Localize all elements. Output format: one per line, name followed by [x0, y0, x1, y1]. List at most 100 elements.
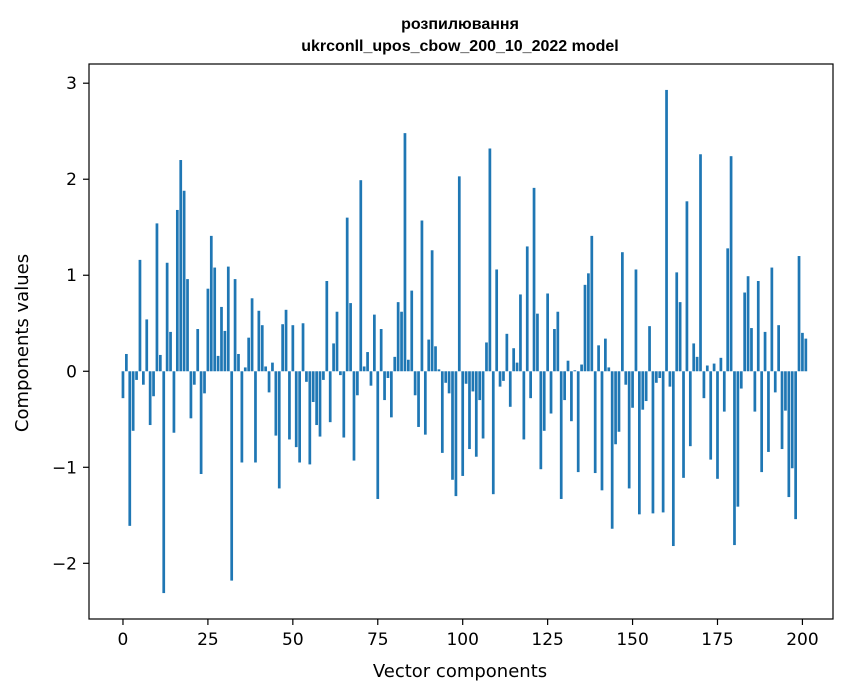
bar-113: [505, 333, 509, 372]
x-tick-label: 25: [197, 630, 219, 650]
bar-30: [223, 330, 227, 372]
bar-33: [233, 279, 237, 372]
bar-102: [468, 371, 471, 450]
bar-193: [777, 325, 780, 372]
bar-80: [393, 356, 397, 372]
bar-22: [196, 329, 200, 372]
bar-163: [675, 272, 679, 372]
bar-151: [634, 269, 638, 372]
bar-192: [773, 371, 777, 393]
plot-frame: [88, 63, 834, 620]
bar-128: [556, 311, 560, 372]
bar-129: [559, 371, 563, 499]
bar-3: [131, 371, 135, 431]
bar-52: [298, 371, 301, 463]
bar-61: [328, 371, 332, 423]
bar-89: [423, 371, 427, 435]
bar-147: [621, 252, 624, 372]
bar-123: [539, 371, 543, 470]
bar-172: [705, 365, 709, 372]
bar-160: [665, 89, 668, 372]
bar-92: [434, 346, 437, 372]
x-axis-label: Vector components: [373, 661, 547, 682]
bar-58: [318, 371, 322, 437]
bar-188: [760, 371, 764, 473]
bar-127: [553, 329, 556, 372]
y-tick-label: 2: [66, 170, 77, 190]
bar-12: [162, 371, 166, 594]
bar-152: [638, 371, 641, 515]
bar-135: [580, 364, 583, 372]
bar-39: [254, 371, 257, 463]
x-tick-label: 50: [282, 630, 304, 650]
bar-149: [627, 371, 631, 489]
bar-19: [186, 279, 189, 372]
bar-2: [128, 371, 132, 526]
bar-74: [373, 314, 376, 372]
bar-111: [498, 371, 502, 387]
bar-166: [685, 201, 689, 372]
bar-181: [736, 371, 740, 507]
bar-189: [763, 331, 767, 372]
bar-170: [699, 154, 702, 372]
bar-16: [175, 209, 179, 372]
bar-191: [770, 267, 774, 372]
bar-134: [576, 371, 580, 473]
bar-119: [525, 246, 529, 372]
bar-125: [546, 293, 549, 372]
bar-201: [804, 338, 808, 372]
bar-54: [305, 371, 308, 382]
y-tick-label: 1: [66, 266, 77, 286]
bar-198: [794, 371, 797, 520]
bar-56: [311, 371, 315, 402]
bar-26: [209, 235, 213, 372]
bar-90: [427, 339, 431, 372]
bar-45: [274, 371, 278, 436]
bar-48: [284, 309, 288, 372]
chart-title: розпилювання: [401, 16, 519, 33]
x-tick-label: 75: [367, 630, 389, 650]
bar-180: [733, 371, 736, 546]
bar-43: [267, 371, 271, 393]
bar-1: [125, 353, 128, 372]
bar-179: [729, 156, 733, 372]
bar-114: [508, 371, 512, 407]
bar-145: [614, 371, 617, 445]
bar-105: [478, 371, 482, 401]
bar-63: [335, 311, 339, 372]
bar-96: [447, 371, 451, 394]
bar-130: [563, 371, 566, 401]
bar-47: [281, 324, 284, 372]
bar-101: [464, 371, 468, 384]
bar-143: [607, 367, 611, 372]
bar-154: [644, 371, 648, 402]
bar-13: [165, 262, 169, 372]
bar-108: [488, 148, 492, 372]
x-tick-label: 0: [118, 630, 129, 650]
bar-140: [597, 345, 600, 372]
bar-110: [495, 269, 499, 372]
bar-84: [406, 359, 410, 372]
bar-4: [135, 371, 138, 380]
bar-59: [322, 371, 325, 380]
bar-171: [702, 371, 706, 399]
bar-15: [172, 371, 176, 433]
bar-124: [542, 371, 546, 431]
bar-31: [226, 266, 230, 372]
bar-75: [376, 371, 380, 499]
bar-98: [454, 371, 458, 497]
bar-156: [651, 371, 655, 514]
bar-29: [220, 306, 223, 372]
bar-55: [308, 371, 312, 465]
bar-7: [145, 319, 149, 372]
bar-99: [457, 176, 461, 372]
bar-83: [403, 133, 407, 372]
bar-70: [359, 180, 363, 372]
bar-41: [260, 325, 264, 372]
bar-87: [417, 371, 420, 427]
bar-196: [787, 371, 791, 498]
bar-25: [206, 288, 210, 372]
y-tick-label: −1: [52, 458, 77, 478]
bar-14: [169, 331, 172, 372]
bar-190: [767, 371, 770, 452]
